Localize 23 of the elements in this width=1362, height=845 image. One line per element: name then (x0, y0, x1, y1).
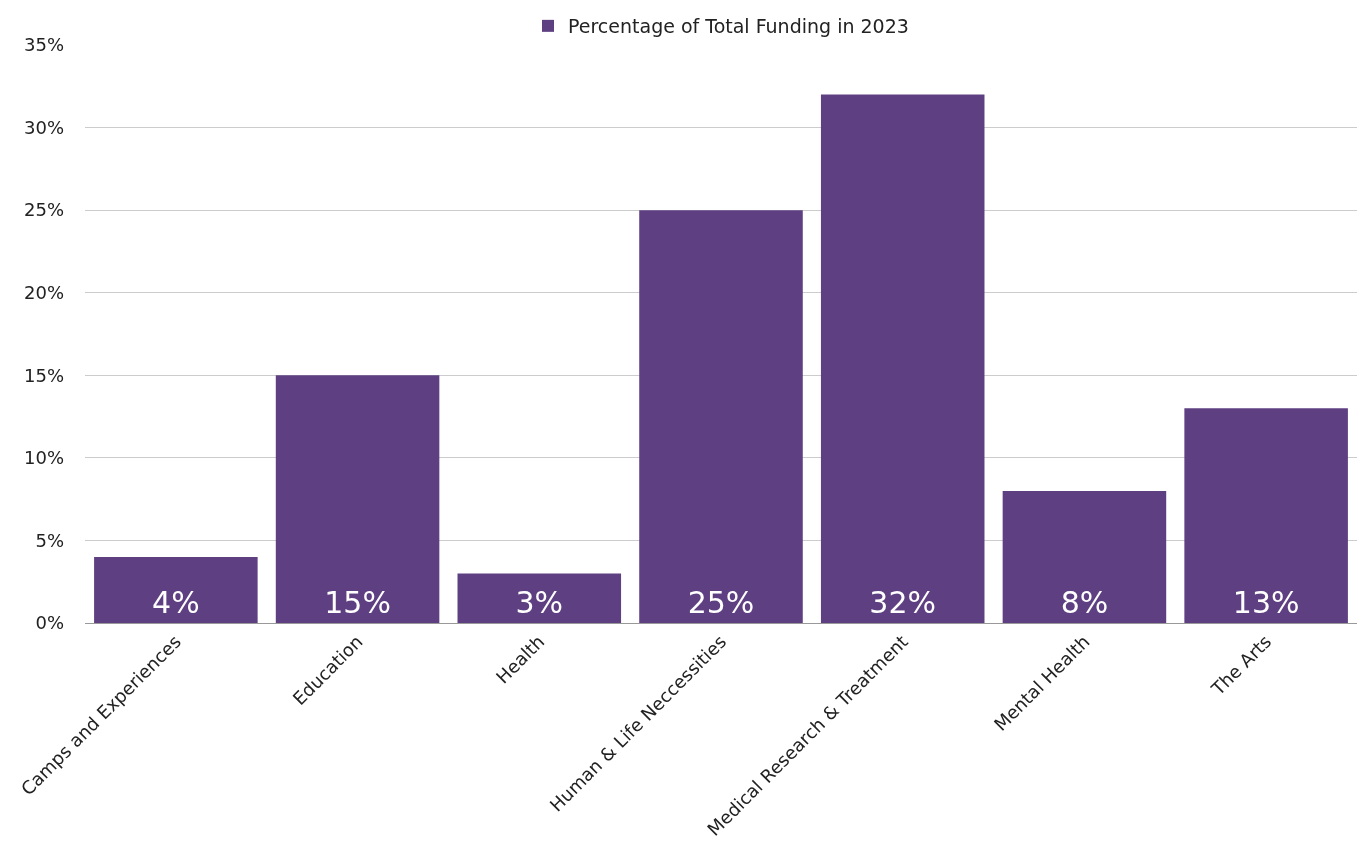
data-label: 25% (687, 585, 755, 620)
bar (94, 556, 258, 623)
bar (820, 94, 985, 623)
y-tick-label: 15% (23, 364, 64, 386)
data-label: 13% (1232, 585, 1300, 620)
y-tick-label: 35% (23, 34, 64, 56)
bar (1002, 490, 1167, 623)
data-label: 3% (515, 585, 564, 620)
y-tick-label: 0% (35, 612, 64, 634)
data-label: 32% (869, 585, 937, 620)
y-tick-label: 5% (35, 529, 64, 551)
y-tick-label: 30% (23, 116, 64, 138)
y-tick-label: 10% (23, 447, 64, 469)
bar (1184, 408, 1348, 623)
data-label: 8% (1060, 585, 1109, 620)
legend-label: Percentage of Total Funding in 2023 (568, 15, 909, 38)
bar (457, 573, 622, 623)
bar (275, 375, 440, 623)
bar (639, 210, 803, 623)
y-tick-label: 20% (23, 282, 64, 304)
data-label: 15% (324, 585, 391, 620)
data-label: 4% (152, 585, 200, 620)
y-tick-label: 25% (23, 199, 64, 221)
